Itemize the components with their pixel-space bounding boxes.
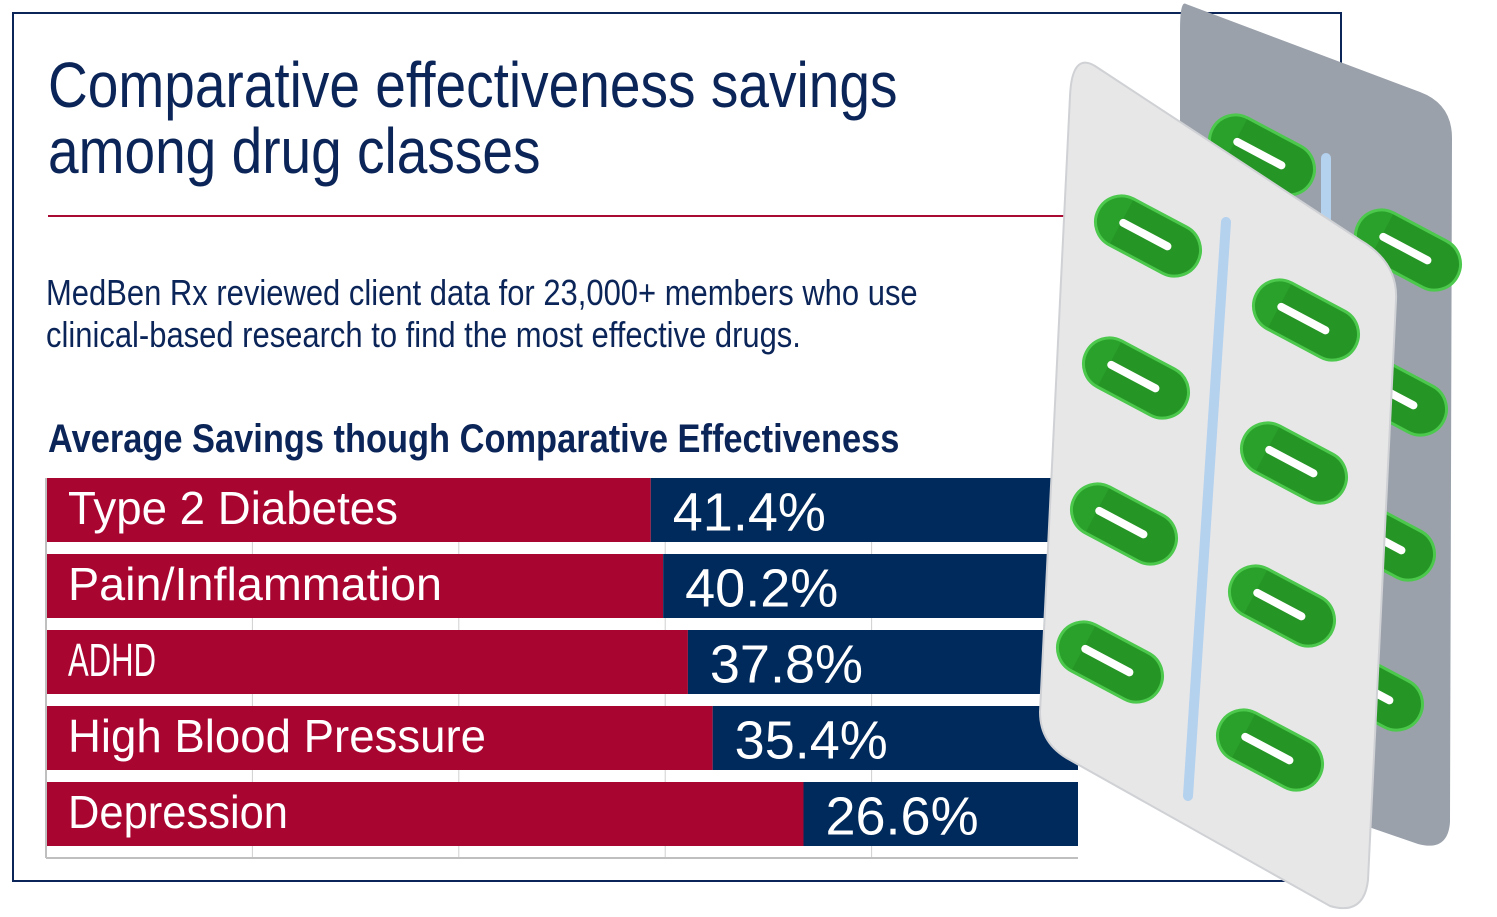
chart-title: Average Savings though Comparative Effec… xyxy=(48,417,900,461)
front-blister-pack xyxy=(1038,61,1398,910)
bar-remainder xyxy=(46,630,688,694)
category-label: High Blood Pressure xyxy=(68,710,486,762)
value-label: 40.2% xyxy=(685,558,838,618)
value-label: 37.8% xyxy=(710,634,863,694)
subtitle-line-1: MedBen Rx reviewed client data for 23,00… xyxy=(46,272,918,313)
title-line-1: Comparative effectiveness savings xyxy=(48,49,898,121)
category-label: Pain/Inflammation xyxy=(68,558,442,610)
page-title: Comparative effectiveness savings among … xyxy=(48,52,908,184)
bar-savings xyxy=(650,478,1078,542)
category-label: Depression xyxy=(68,786,288,838)
bar-savings xyxy=(663,554,1078,618)
value-label: 35.4% xyxy=(735,710,888,770)
bar-savings xyxy=(712,706,1078,770)
category-label: ADHD xyxy=(68,634,156,686)
bar-savings xyxy=(687,630,1078,694)
bar-remainder xyxy=(46,782,804,846)
category-label: Type 2 Diabetes xyxy=(68,482,398,534)
bar-remainder xyxy=(46,554,664,618)
title-divider xyxy=(48,215,1248,217)
bar-savings xyxy=(803,782,1078,846)
title-line-2: among drug classes xyxy=(48,115,541,187)
value-label: 41.4% xyxy=(673,482,826,542)
subtitle-line-2: clinical-based research to find the most… xyxy=(46,314,801,355)
bar-remainder xyxy=(46,706,713,770)
bar-remainder xyxy=(46,478,651,542)
subtitle: MedBen Rx reviewed client data for 23,00… xyxy=(46,272,1035,356)
value-label: 26.6% xyxy=(825,786,978,846)
